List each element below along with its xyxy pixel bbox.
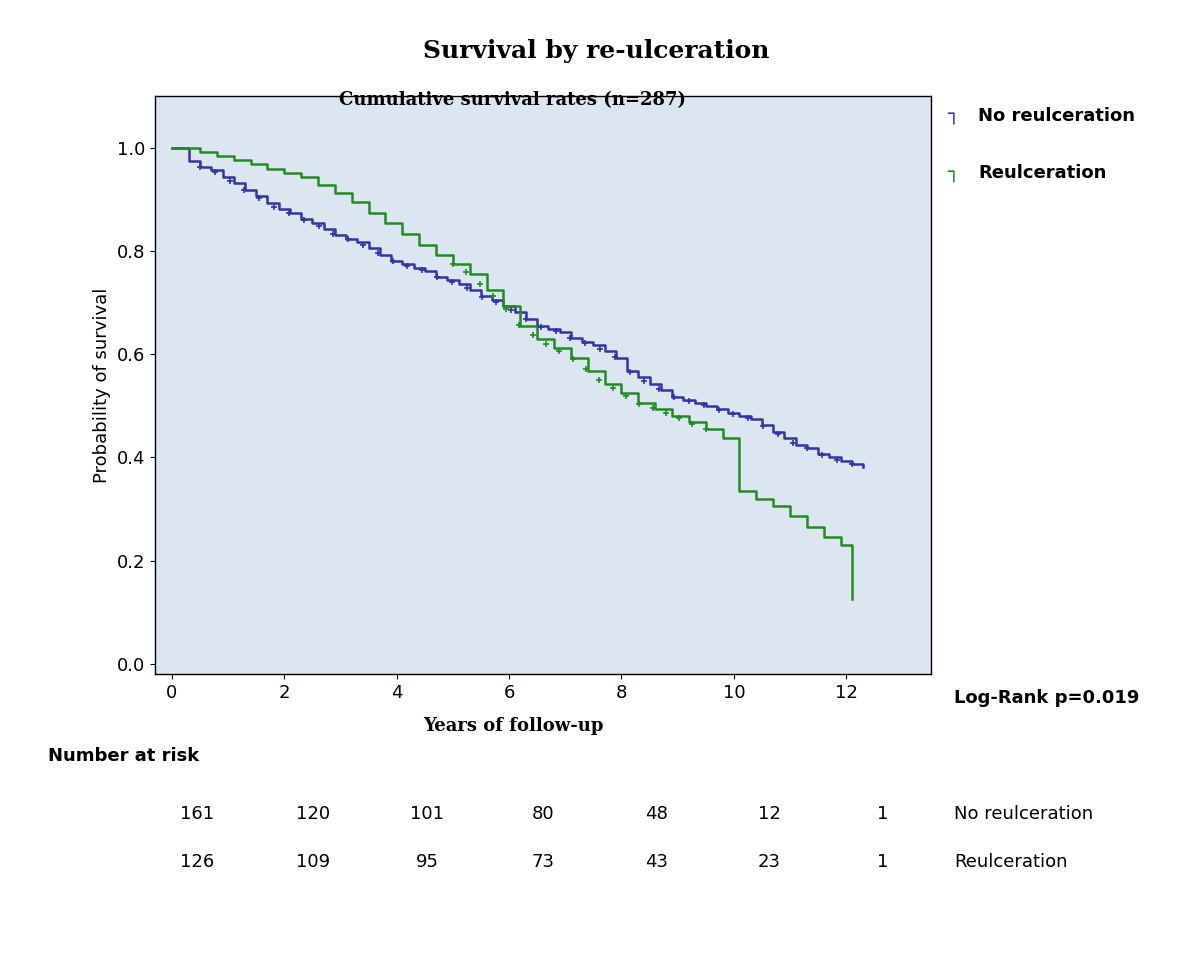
Text: 120: 120: [296, 805, 329, 822]
Text: Years of follow-up: Years of follow-up: [422, 717, 604, 736]
Text: 126: 126: [180, 853, 214, 871]
Text: ┐: ┐: [947, 106, 959, 125]
Text: Reulceration: Reulceration: [954, 853, 1068, 871]
Text: 1: 1: [877, 805, 889, 822]
Text: 73: 73: [531, 853, 555, 871]
Text: 12: 12: [758, 805, 781, 822]
Text: 101: 101: [410, 805, 444, 822]
Text: 95: 95: [415, 853, 439, 871]
Text: Log-Rank p=0.019: Log-Rank p=0.019: [954, 690, 1139, 707]
Text: 23: 23: [758, 853, 781, 871]
Text: ┐: ┐: [947, 164, 959, 183]
Text: 109: 109: [296, 853, 329, 871]
Text: Survival by re-ulceration: Survival by re-ulceration: [424, 39, 769, 63]
Text: Reulceration: Reulceration: [978, 165, 1107, 182]
Text: No reulceration: No reulceration: [978, 107, 1136, 124]
Text: Cumulative survival rates (n=287): Cumulative survival rates (n=287): [340, 91, 686, 110]
Text: 161: 161: [180, 805, 214, 822]
Text: 43: 43: [644, 853, 668, 871]
Text: No reulceration: No reulceration: [954, 805, 1094, 822]
Text: Number at risk: Number at risk: [48, 747, 199, 765]
Text: 48: 48: [644, 805, 668, 822]
Y-axis label: Probability of survival: Probability of survival: [93, 288, 111, 482]
Text: 1: 1: [877, 853, 889, 871]
Text: 80: 80: [532, 805, 554, 822]
